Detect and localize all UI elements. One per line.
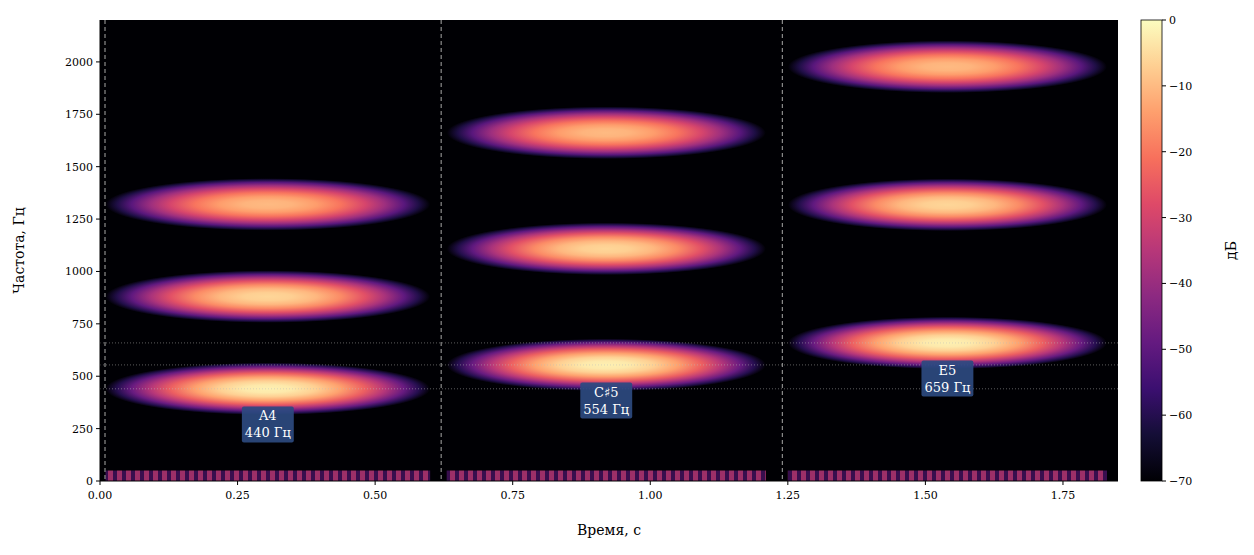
x-axis-title: Время, с [577,522,641,538]
note-label-box [242,406,294,442]
x-tick [787,481,788,485]
note-label-box [921,361,973,397]
note-name: A4 [258,408,277,423]
colorbar-tick [1162,349,1166,350]
harmonic-band [106,270,431,322]
noise-band [447,471,766,481]
note-name: E5 [939,363,957,378]
segment-boundary [441,20,442,481]
y-tick-label: 2000 [65,56,93,69]
note-frequency: 659 Гц [924,380,970,395]
colorbar [1141,20,1162,481]
x-tick [925,481,926,485]
x-tick-label: 1.00 [638,489,663,502]
y-tick [96,219,100,220]
y-tick-label: 1750 [65,108,93,121]
y-tick [96,61,100,62]
note-label-box [580,383,632,419]
y-tick-label: 1500 [65,161,93,174]
colorbar-tick [1162,481,1166,482]
x-tick [237,481,238,485]
frequency-line [100,342,1118,343]
x-tick-label: 1.25 [776,489,801,502]
y-tick [96,114,100,115]
chart: A4 440 Гц C♯5 554 Гц E5 659 Гц 0.00 0.25 0.50 0.7… [0,0,1254,555]
plot-background [100,20,1118,481]
note-label: C♯5 554 Гц [580,383,632,419]
noise-band [106,471,431,481]
x-tick-label: 1.75 [1051,489,1076,502]
colorbar-tick-label: −30 [1169,212,1192,225]
x-axis-line [100,481,1118,482]
note-frequency: 554 Гц [583,402,629,417]
note-label: A4 440 Гц [242,406,294,442]
y-tick [96,481,100,482]
x-tick-label: 1.50 [913,489,938,502]
x-tick [100,481,101,485]
y-axis-title: Частота, Гц [11,207,27,293]
colorbar-tick-label: −70 [1169,475,1192,488]
y-tick [96,428,100,429]
plot-area [100,20,1118,481]
colorbar-tick [1162,20,1166,21]
harmonic-band [106,178,431,230]
x-tick [650,481,651,485]
annotations: A4 440 Гц C♯5 554 Гц E5 659 Гц [242,361,974,443]
colorbar-tick [1162,415,1166,416]
y-tick [96,271,100,272]
note-frequency: 440 Гц [245,425,291,440]
y-tick-label: 1000 [65,265,93,278]
note-name: C♯5 [594,385,619,400]
colorbar-tick [1162,151,1166,152]
x-tick [375,481,376,485]
x-tick-label: 0.25 [225,489,250,502]
segment-boundary [782,20,783,481]
y-tick [96,376,100,377]
colorbar-tick-label: −40 [1169,277,1192,290]
colorbar-tick-label: −60 [1169,409,1192,422]
harmonic-band [788,179,1107,231]
y-tick-label: 750 [72,318,93,331]
x-tick-label: 0.75 [500,489,525,502]
y-tick-label: 0 [86,475,93,488]
y-tick-label: 500 [72,370,93,383]
colorbar-tick [1162,283,1166,284]
y-axis-line [100,20,101,481]
colorbar-tick-label: 0 [1169,14,1176,27]
colorbar-tick [1162,85,1166,86]
x-tick [1062,481,1063,485]
note-label: E5 659 Гц [921,361,973,397]
colorbar-tick-label: −20 [1169,146,1192,159]
axes [100,20,1118,481]
colorbar-tick-label: −10 [1169,80,1192,93]
noise-band [788,471,1107,481]
y-tick [96,323,100,324]
colorbar-title: дБ [1223,241,1239,260]
y-tick-label: 1250 [65,213,93,226]
y-tick-label: 250 [72,423,93,436]
x-tick-label: 0.50 [363,489,388,502]
harmonic-band [447,107,766,159]
harmonic-band [447,223,766,275]
x-tick [512,481,513,485]
harmonic-band [788,41,1107,93]
colorbar-tick [1162,217,1166,218]
y-tick [96,166,100,167]
segment-boundary [104,20,105,481]
colorbar-tick-label: −50 [1169,343,1192,356]
x-tick-label: 0.00 [88,489,113,502]
